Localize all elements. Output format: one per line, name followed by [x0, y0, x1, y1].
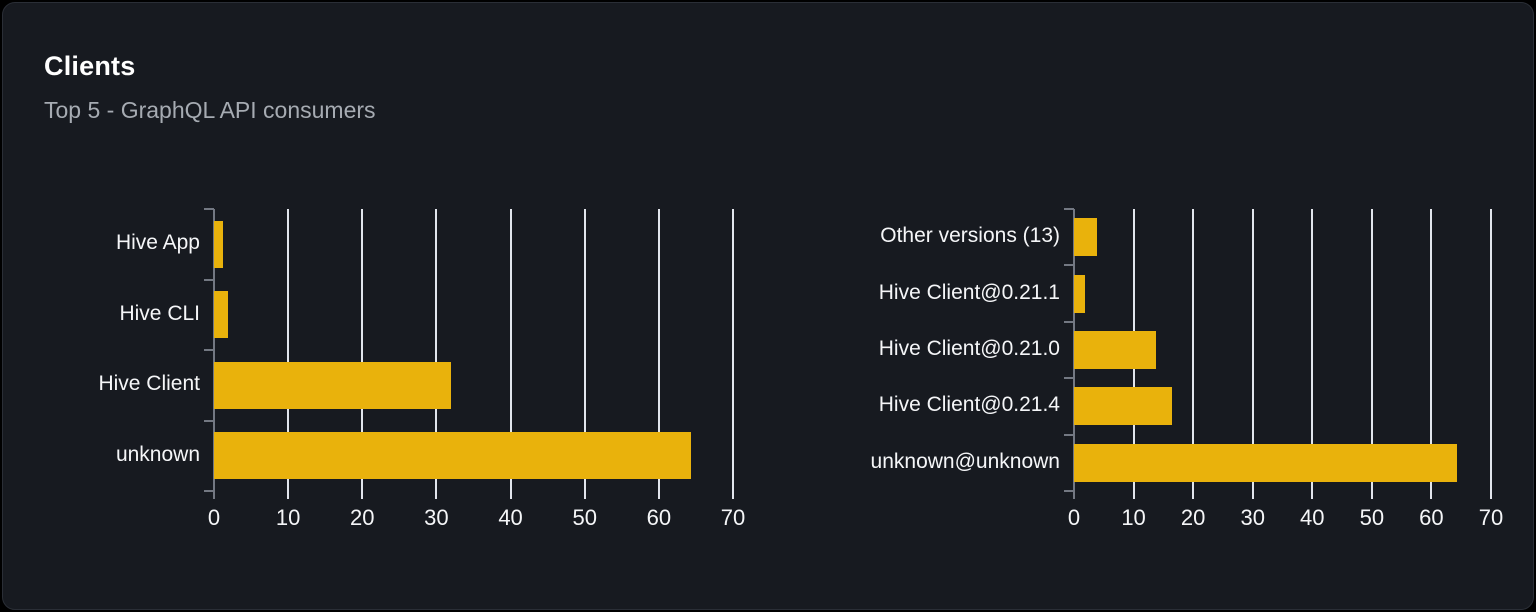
gridline-x-30 — [1251, 209, 1254, 499]
gridline-x-60 — [657, 209, 660, 499]
gridline-x-50 — [1370, 209, 1373, 499]
y-axis-tick — [1064, 321, 1074, 323]
x-tick-label: 30 — [424, 505, 449, 530]
category-label: Hive Client@0.21.0 — [878, 337, 1060, 360]
bar-hive-client-0-21-1 — [1074, 275, 1085, 313]
x-tick-label: 30 — [1240, 505, 1265, 530]
gridline-x-70 — [732, 209, 734, 499]
card-subtitle: Top 5 - GraphQL API consumers — [44, 97, 376, 123]
bar-chart-clients-by-version: 0 10 20 30 40 50 60 70 Other versions (13) Hive C… — [871, 208, 1503, 530]
category-label: Hive Client — [98, 372, 200, 395]
x-tick-label: 60 — [646, 505, 672, 530]
x-tick-label: 20 — [350, 505, 375, 530]
gridline-x-70 — [1490, 209, 1492, 499]
x-tick-label: 0 — [207, 505, 221, 530]
bar-hive-app — [214, 221, 223, 268]
gridline-x-50 — [583, 209, 586, 499]
x-tick-label: 50 — [1359, 505, 1385, 530]
category-label: unknown — [115, 443, 200, 466]
bar-hive-client — [214, 362, 451, 409]
y-axis-tick — [1064, 264, 1074, 266]
category-label: Hive CLI — [119, 302, 200, 325]
y-axis-line — [213, 209, 215, 499]
x-tick-label: 40 — [498, 505, 523, 530]
category-label: Hive App — [115, 231, 200, 254]
x-tick-label: 70 — [1478, 505, 1504, 530]
x-tick-label: 20 — [1180, 505, 1206, 530]
y-axis-tick — [1064, 208, 1074, 210]
category-label: unknown@unknown — [870, 450, 1060, 473]
gridline-x-20 — [1192, 209, 1195, 499]
y-axis-tick — [1064, 434, 1074, 436]
y-axis-tick — [204, 490, 214, 492]
y-axis-tick — [1064, 490, 1074, 492]
bar-chart-clients-by-name: 0 10 20 30 40 50 60 70 Hive App Hive CLI Hive Clie… — [98, 208, 745, 530]
category-label: Other versions (13) — [880, 224, 1060, 247]
y-axis-tick — [204, 420, 214, 422]
y-axis-tick — [204, 279, 214, 281]
gridline-x-20 — [361, 209, 364, 499]
x-tick-label: 40 — [1300, 505, 1325, 530]
y-axis-tick — [204, 208, 214, 210]
bar-hive-client-0-21-4 — [1074, 387, 1172, 425]
x-tick-label: 60 — [1419, 505, 1444, 530]
bar-hive-cli — [214, 291, 228, 338]
gridline-x-40 — [509, 209, 512, 499]
y-axis-tick — [1064, 377, 1074, 379]
category-label: Hive Client@0.21.1 — [878, 281, 1060, 304]
bar-hive-client-0-21-0 — [1074, 331, 1156, 369]
gridline-x-60 — [1430, 209, 1433, 499]
gridline-x-30 — [435, 209, 438, 499]
bar-other-versions-13- — [1074, 218, 1097, 256]
x-tick-label: 10 — [1121, 505, 1146, 530]
x-tick-label: 0 — [1067, 505, 1081, 530]
x-tick-label: 70 — [720, 505, 746, 530]
x-tick-label: 50 — [572, 505, 597, 530]
bar-unknown-unknown — [1074, 444, 1457, 482]
x-tick-label: 10 — [275, 505, 301, 530]
y-axis-tick — [204, 349, 214, 351]
gridline-x-40 — [1311, 209, 1314, 499]
category-label: Hive Client@0.21.4 — [878, 393, 1060, 416]
gridline-x-10 — [287, 209, 290, 499]
card-title: Clients — [44, 51, 136, 81]
bar-unknown — [214, 432, 691, 479]
